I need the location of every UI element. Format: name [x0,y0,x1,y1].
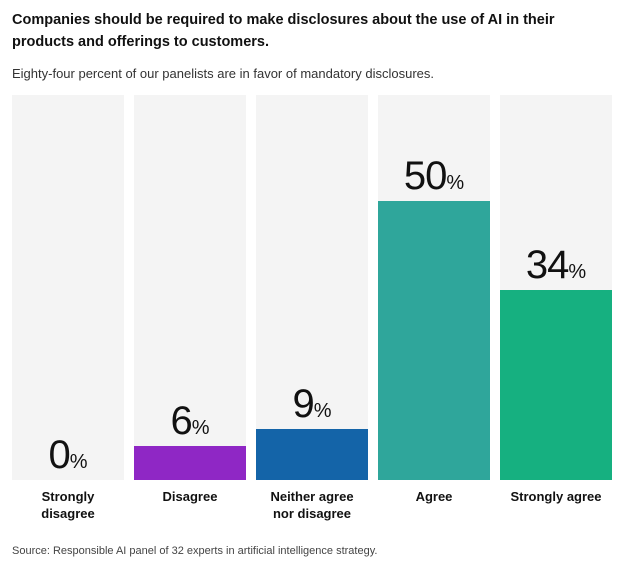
category-label-strongly-agree: Strongly agree [510,488,602,504]
category-label-agree: Agree [415,488,453,504]
value-number: 50 [403,153,447,198]
value-label-agree: 50% [378,156,490,196]
value-unit: % [313,400,332,423]
value-number: 34 [525,242,569,287]
bar-agree [378,200,490,480]
bar-track-strongly-agree: 34% [500,94,612,480]
value-label-strongly-disagree: 0% [12,435,124,475]
value-unit: % [69,450,88,473]
value-unit: % [446,171,465,194]
value-unit: % [191,417,210,440]
value-number: 6 [170,399,192,444]
value-label-disagree: 6% [134,401,246,441]
bar-track-neither-agree-nor-disagree: 9% [256,94,368,480]
bar-strongly-agree [500,289,612,480]
source-note: Source: Responsible AI panel of 32 exper… [12,544,378,557]
bar-track-disagree: 6% [134,94,246,480]
value-number: 9 [292,382,314,427]
value-unit: % [568,260,587,283]
value-label-neither-agree-nor-disagree: 9% [256,384,368,424]
category-label-neither-agree-nor-disagree: Neither agree nor disagree [270,488,354,522]
chart-title: Companies should be required to make dis… [12,12,555,50]
chart-subtitle: Eighty-four percent of our panelists are… [12,65,434,81]
bar-track-strongly-disagree: 0% [12,94,124,480]
category-label-disagree: Disagree [162,488,218,504]
value-label-strongly-agree: 34% [500,245,612,285]
bar-chart: 0% 6% 9% 50% 34% [12,94,612,480]
value-number: 0 [48,432,70,477]
category-axis: Strongly disagree Disagree Neither agree n… [12,488,612,523]
category-label-strongly-disagree: Strongly disagree [41,488,95,522]
bar-track-agree: 50% [378,94,490,480]
bar-disagree [134,446,246,480]
bar-neither-agree-nor-disagree [256,429,368,480]
